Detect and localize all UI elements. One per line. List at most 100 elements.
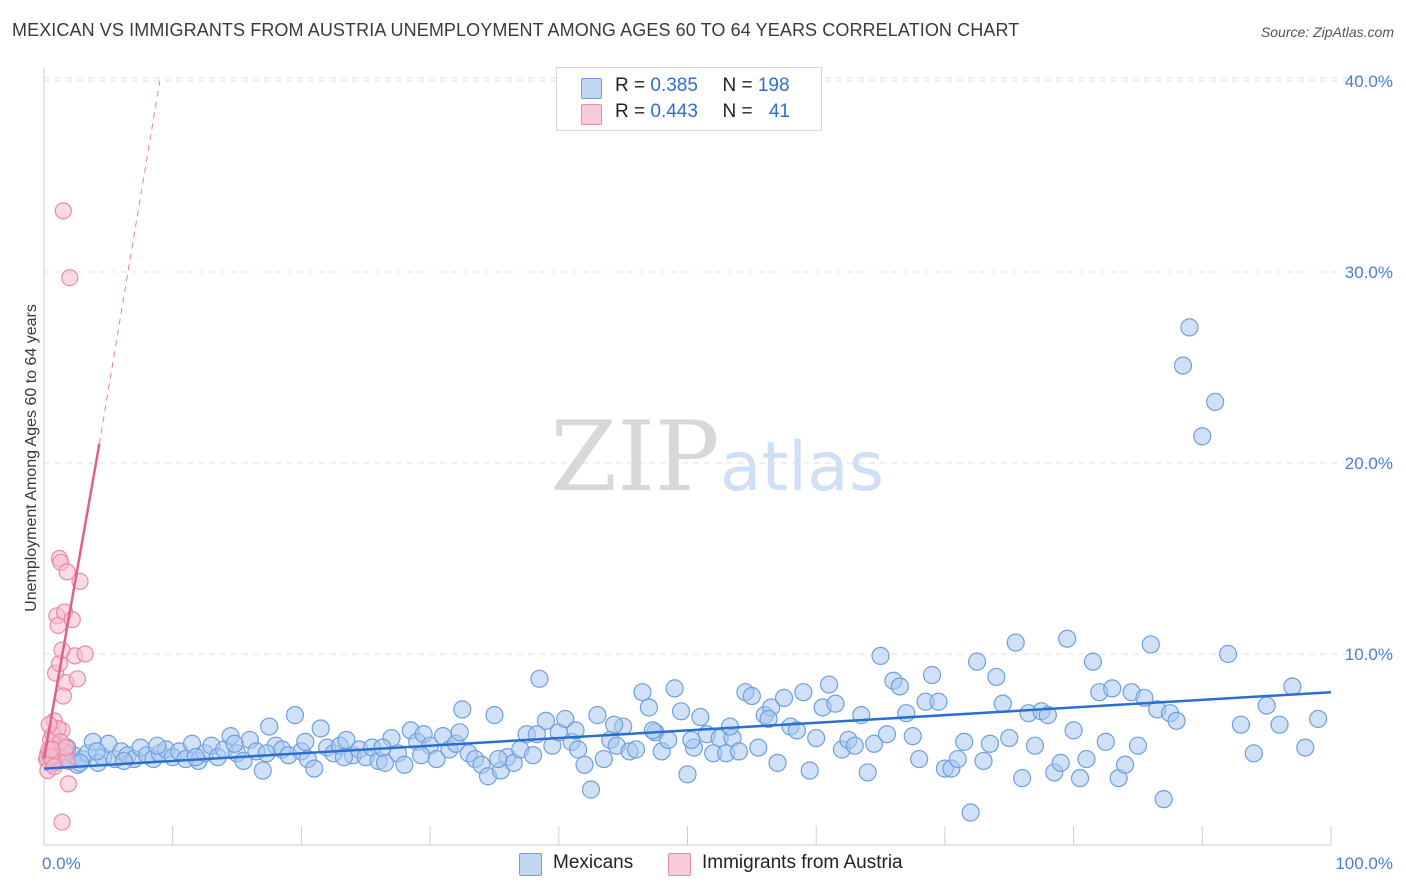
point-mexicans — [148, 736, 167, 755]
point-mexicans — [774, 688, 794, 708]
bottom-legend-swatch-pink — [668, 853, 691, 876]
point-mexicans — [759, 709, 778, 729]
trend-line-mexicans — [43, 690, 1332, 770]
point-austria — [58, 563, 76, 581]
point-mexicans — [1296, 738, 1315, 757]
point-mexicans — [1013, 769, 1032, 788]
point-mexicans — [225, 734, 244, 753]
point-mexicans — [253, 761, 272, 780]
point-mexicans — [1154, 790, 1173, 809]
point-mexicans — [334, 748, 353, 767]
legend-n-label: N = — [722, 75, 758, 96]
point-mexicans — [929, 692, 948, 711]
point-mexicans — [961, 803, 980, 822]
point-mexicans — [1070, 769, 1090, 788]
point-mexicans — [453, 700, 472, 719]
point-mexicans — [411, 746, 431, 765]
point-austria — [61, 269, 79, 287]
point-mexicans — [890, 677, 909, 696]
point-mexicans — [605, 715, 624, 734]
point-mexicans — [800, 761, 819, 780]
legend-r-label: R = — [615, 75, 651, 96]
point-mexicans — [311, 719, 330, 738]
point-mexicans — [865, 734, 884, 753]
source-credit: Source: ZipAtlas.com — [1260, 24, 1394, 40]
legend-r-value: 0.443 — [650, 101, 698, 122]
point-mexicans — [1025, 736, 1045, 755]
point-austria — [53, 813, 71, 831]
point-mexicans — [296, 732, 315, 751]
point-mexicans — [768, 753, 787, 772]
point-mexicans — [794, 683, 813, 702]
point-austria — [59, 775, 78, 793]
point-mexicans — [1180, 318, 1199, 337]
y-axis-title: Unemployment Among Ages 60 to 64 years — [23, 304, 40, 612]
point-mexicans — [575, 755, 594, 774]
legend-n-value: 198 — [757, 75, 790, 96]
axes — [43, 68, 1332, 846]
point-mexicans — [691, 707, 710, 727]
point-mexicans — [729, 742, 749, 761]
point-mexicans — [643, 721, 662, 740]
point-mexicans — [948, 749, 967, 769]
point-mexicans — [1244, 744, 1263, 763]
point-mexicans — [858, 763, 877, 782]
point-austria — [76, 645, 94, 663]
austria-points — [37, 202, 94, 831]
point-mexicans — [1058, 629, 1077, 648]
point-mexicans — [285, 706, 305, 725]
point-mexicans — [910, 749, 929, 769]
point-mexicans — [955, 732, 974, 751]
point-mexicans — [633, 683, 652, 702]
bottom-legend-label-austria: Immigrants from Austria — [702, 852, 903, 873]
point-mexicans — [639, 698, 658, 717]
point-mexicans — [871, 646, 890, 666]
mexicans-points — [38, 318, 1328, 822]
point-mexicans — [581, 780, 601, 799]
point-mexicans — [523, 746, 543, 765]
point-mexicans — [1077, 749, 1096, 769]
point-mexicans — [922, 665, 942, 685]
x-tick-label: 0.0% — [42, 854, 81, 873]
point-mexicans — [1218, 644, 1238, 664]
point-mexicans — [87, 742, 106, 761]
point-mexicans — [1167, 711, 1186, 730]
point-mexicans — [569, 740, 588, 759]
trend-line-austria — [42, 443, 101, 760]
point-mexicans — [536, 711, 556, 730]
point-mexicans — [845, 736, 864, 755]
y-tick-label: 30.0% — [1345, 263, 1393, 282]
point-mexicans — [665, 679, 684, 698]
trend-lines — [42, 80, 1332, 770]
point-mexicans — [1000, 728, 1019, 748]
point-mexicans — [742, 686, 761, 706]
bottom-legend-label-mexicans: Mexicans — [553, 852, 634, 873]
point-mexicans — [877, 725, 897, 744]
point-austria — [54, 202, 72, 220]
point-mexicans — [1038, 706, 1057, 725]
point-mexicans — [993, 694, 1012, 713]
point-mexicans — [1103, 679, 1122, 698]
point-mexicans — [257, 744, 276, 763]
point-mexicans — [1270, 715, 1289, 734]
point-mexicans — [659, 730, 678, 750]
legend-n-value: 41 — [768, 101, 790, 122]
point-mexicans — [566, 721, 585, 740]
legend-swatch-pink — [581, 104, 602, 125]
point-mexicans — [260, 717, 279, 736]
point-mexicans — [594, 749, 613, 769]
point-mexicans — [114, 751, 133, 771]
point-mexicans — [556, 709, 575, 729]
point-mexicans — [787, 721, 806, 740]
x-tick-label: 100.0% — [1335, 854, 1393, 873]
y-tick-label: 40.0% — [1345, 72, 1393, 91]
point-mexicans — [682, 730, 701, 750]
y-tick-label: 20.0% — [1345, 454, 1393, 473]
point-mexicans — [807, 728, 826, 748]
legend-swatch-blue — [581, 78, 602, 99]
point-austria — [54, 687, 72, 705]
point-mexicans — [1231, 715, 1251, 734]
legend-r-label: R = — [615, 101, 651, 122]
watermark-zip: ZIP — [550, 401, 719, 513]
